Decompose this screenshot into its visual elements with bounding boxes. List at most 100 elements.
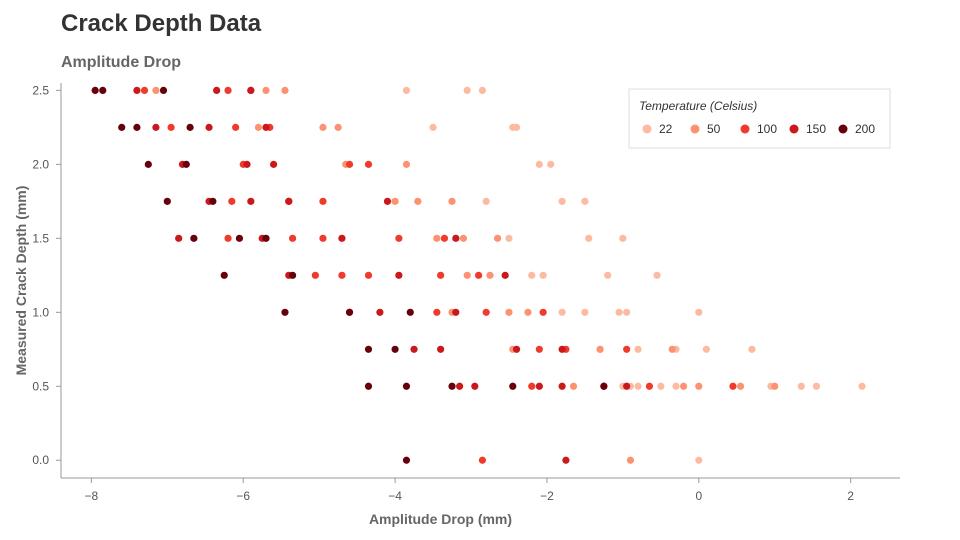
legend-label: 200	[855, 122, 875, 136]
data-point	[471, 382, 479, 390]
data-point	[581, 197, 589, 205]
data-point	[118, 123, 126, 131]
data-point	[338, 234, 346, 242]
x-tick-label: −6	[236, 489, 250, 503]
data-point	[558, 308, 566, 316]
data-point	[615, 308, 623, 316]
data-point	[281, 86, 289, 94]
y-tick-label: 1.0	[32, 305, 49, 319]
data-point	[596, 345, 604, 353]
data-point	[645, 382, 654, 390]
data-point	[482, 197, 490, 205]
data-point	[262, 86, 270, 94]
data-point	[182, 160, 190, 168]
data-point	[133, 123, 141, 131]
data-point	[623, 345, 631, 353]
data-point	[262, 123, 270, 131]
y-axis-title: Measured Crack Depth (mm)	[13, 186, 29, 376]
data-point	[414, 197, 422, 205]
data-point	[539, 271, 547, 279]
data-point	[364, 382, 373, 390]
data-point	[224, 234, 232, 242]
data-point	[535, 160, 543, 168]
legend-swatch	[789, 124, 799, 134]
data-point	[209, 197, 217, 205]
data-point	[558, 382, 566, 390]
data-point	[600, 382, 608, 390]
data-point	[695, 382, 703, 390]
data-point	[509, 382, 517, 390]
data-point	[345, 308, 354, 316]
legend-box	[628, 88, 891, 149]
y-tick-label: 0.0	[32, 453, 49, 467]
data-point	[288, 234, 297, 242]
y-tick-label: 1.5	[32, 231, 49, 245]
data-point	[452, 234, 460, 242]
data-point	[858, 382, 866, 390]
data-point	[459, 234, 468, 242]
data-point	[429, 123, 437, 131]
legend-label: 150	[806, 122, 826, 136]
data-point	[569, 382, 578, 390]
data-point	[213, 86, 221, 94]
data-point	[376, 308, 384, 316]
data-point	[695, 456, 703, 464]
data-point	[680, 382, 688, 390]
data-point	[152, 123, 160, 131]
data-point	[437, 271, 445, 279]
data-point	[133, 86, 141, 94]
data-point	[406, 308, 414, 316]
legend-swatch	[642, 124, 652, 134]
data-point	[140, 86, 149, 94]
data-point	[269, 160, 278, 168]
data-point	[623, 308, 631, 316]
data-point	[186, 123, 194, 131]
data-point	[729, 382, 737, 390]
x-tick-label: −4	[388, 489, 402, 503]
chart-title: Crack Depth Data	[61, 10, 262, 37]
data-point	[433, 308, 441, 316]
data-point	[345, 160, 354, 168]
data-point	[456, 382, 464, 390]
data-point	[402, 456, 411, 464]
data-point	[262, 234, 270, 242]
data-point	[505, 308, 513, 316]
data-point	[159, 86, 168, 94]
x-tick-label: −8	[85, 489, 99, 503]
data-point	[254, 123, 263, 131]
data-point	[463, 86, 471, 94]
series-100	[140, 86, 737, 464]
data-point	[152, 86, 160, 94]
data-point	[319, 197, 327, 205]
data-point	[478, 86, 486, 94]
data-point	[334, 123, 342, 131]
data-point	[383, 197, 392, 205]
legend-swatch	[740, 124, 750, 134]
data-point	[433, 234, 441, 242]
data-point	[247, 197, 255, 205]
data-point	[285, 197, 293, 205]
data-point	[391, 345, 399, 353]
data-point	[672, 382, 680, 390]
data-point	[448, 382, 456, 390]
data-point	[702, 345, 710, 353]
data-point	[626, 456, 635, 464]
data-point	[402, 160, 411, 168]
data-point	[748, 345, 756, 353]
data-point	[475, 271, 483, 279]
data-point	[437, 345, 445, 353]
data-point	[402, 382, 411, 390]
data-point	[175, 234, 183, 242]
data-point	[501, 271, 509, 279]
data-point	[247, 86, 255, 94]
data-point	[736, 382, 745, 390]
legend-title: Temperature (Celsius)	[639, 99, 757, 113]
data-point	[220, 271, 228, 279]
data-point	[695, 308, 703, 316]
data-point	[512, 345, 521, 353]
data-point	[558, 197, 566, 205]
data-point	[478, 456, 486, 464]
data-point	[619, 234, 627, 242]
data-point	[395, 271, 403, 279]
